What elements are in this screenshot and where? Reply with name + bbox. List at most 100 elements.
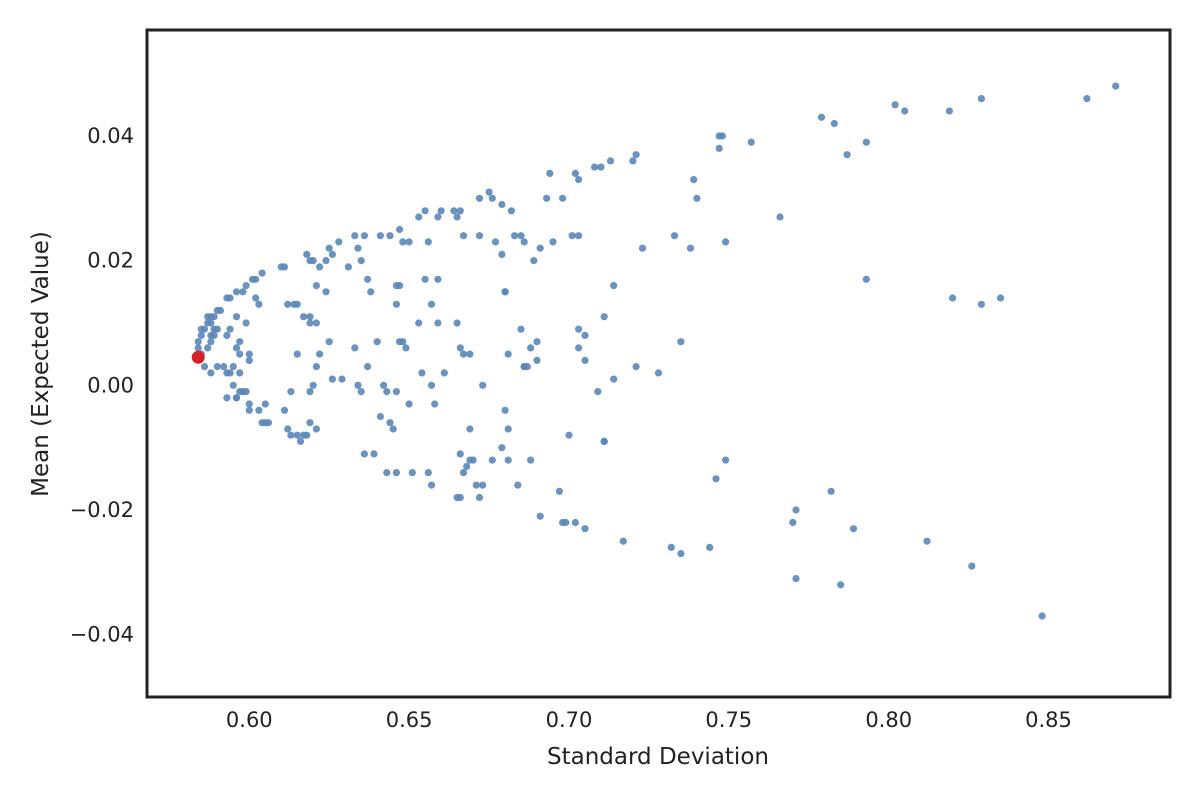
data-point (1038, 612, 1046, 620)
data-point (546, 169, 554, 177)
data-point (817, 113, 826, 121)
data-point (575, 232, 583, 240)
y-tick-label: −0.04 (70, 623, 134, 647)
x-tick-label: 0.70 (546, 708, 593, 732)
data-point (498, 444, 506, 452)
data-point (575, 344, 583, 352)
data-point (527, 344, 535, 352)
x-tick-label: 0.65 (386, 708, 433, 732)
data-point (479, 381, 487, 389)
data-point (434, 213, 442, 221)
data-point (360, 450, 368, 458)
data-point (629, 157, 637, 165)
data-point (533, 338, 541, 346)
data-point (380, 381, 388, 389)
data-point (597, 163, 605, 171)
data-point (383, 469, 391, 477)
data-point (261, 400, 269, 408)
data-point (223, 331, 231, 339)
data-point (344, 263, 352, 271)
x-axis-ticks: 0.60 0.65 0.70 0.75 0.80 0.85 (226, 708, 1072, 732)
data-point (923, 537, 931, 545)
data-point (610, 375, 618, 383)
data-point (632, 151, 640, 159)
data-point (399, 238, 407, 246)
data-point (277, 263, 285, 271)
data-point (459, 232, 468, 240)
data-point (197, 325, 205, 333)
data-point (312, 282, 320, 290)
data-point (322, 257, 330, 265)
data-point (303, 250, 311, 258)
data-point (456, 493, 464, 502)
data-point (245, 356, 253, 364)
points-layer (194, 82, 1120, 620)
data-point (456, 344, 464, 352)
data-point (997, 294, 1005, 302)
x-tick-label: 0.75 (705, 708, 752, 732)
data-point (536, 512, 544, 520)
data-point (459, 350, 468, 358)
data-point (638, 244, 647, 252)
data-point (229, 363, 237, 371)
data-point (715, 144, 723, 152)
data-point (255, 406, 263, 414)
data-point (504, 425, 512, 433)
data-point (600, 313, 608, 321)
data-point (210, 331, 218, 339)
data-point (392, 300, 400, 308)
data-point (232, 288, 241, 296)
data-point (949, 294, 957, 302)
data-point (194, 338, 202, 346)
data-point (901, 107, 909, 115)
data-point (456, 450, 464, 458)
data-point (488, 194, 496, 202)
data-point (424, 469, 432, 477)
data-point (466, 425, 474, 433)
data-point (747, 138, 755, 146)
data-point (510, 232, 519, 240)
data-point (693, 194, 701, 202)
data-point (431, 400, 439, 408)
data-point (706, 543, 714, 552)
data-point (677, 550, 685, 558)
data-point (610, 282, 618, 290)
data-point (475, 232, 484, 240)
data-point (581, 356, 589, 364)
x-tick-label: 0.60 (226, 708, 273, 732)
plot-frame (145, 28, 1172, 699)
data-point (1112, 82, 1120, 90)
data-point (312, 425, 320, 433)
highlight-point (191, 350, 205, 364)
data-point (252, 294, 260, 302)
data-point (427, 300, 436, 308)
data-point (306, 257, 314, 265)
data-point (204, 313, 212, 321)
data-point (415, 213, 423, 221)
data-point (213, 363, 221, 371)
data-point (472, 481, 480, 489)
data-point (223, 294, 231, 302)
data-point (360, 232, 368, 240)
y-tick-label: 0.02 (87, 249, 134, 273)
data-point (306, 319, 314, 327)
data-point (463, 462, 471, 470)
data-point (316, 350, 324, 358)
data-point (421, 275, 429, 283)
x-axis-label: Standard Deviation (547, 744, 769, 770)
data-point (370, 450, 378, 458)
y-axis-label: Mean (Expected Value) (28, 231, 54, 497)
data-point (255, 300, 263, 308)
data-point (427, 381, 436, 389)
data-point (322, 288, 330, 296)
data-point (226, 369, 234, 377)
data-point (312, 319, 320, 327)
data-point (248, 275, 257, 283)
data-point (466, 350, 474, 358)
data-point (226, 325, 234, 333)
data-point (453, 319, 461, 327)
data-point (533, 356, 541, 364)
data-point (712, 475, 720, 483)
data-point (303, 431, 311, 439)
